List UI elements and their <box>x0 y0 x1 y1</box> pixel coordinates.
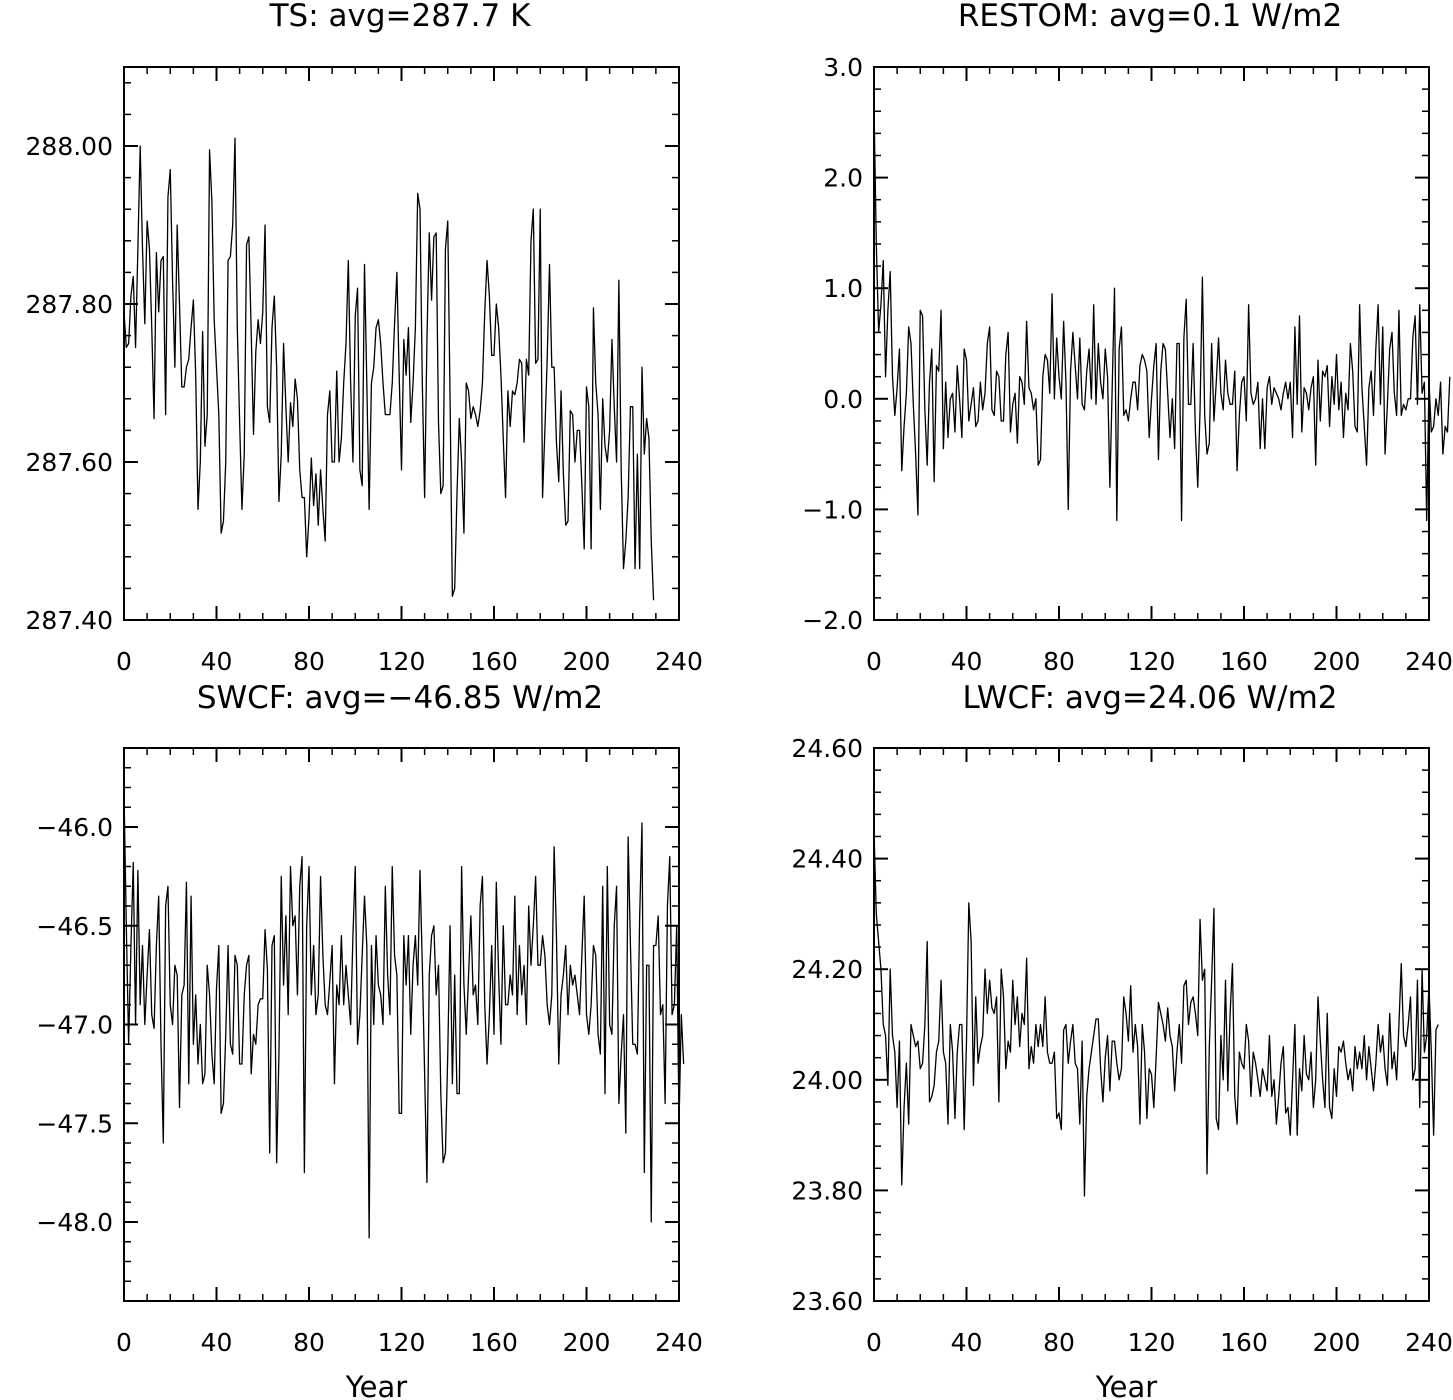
x-axis-label: Year <box>1095 1370 1157 1400</box>
x-tick-label: 120 <box>378 1328 426 1357</box>
panel-ts: TS: avg=287.7 K 0 40 80 120 160 200 240 287.40 28… <box>26 0 703 676</box>
x-tick-label: 200 <box>1313 647 1361 676</box>
x-tick-label: 240 <box>1405 1328 1453 1357</box>
y-tick-label: 287.40 <box>26 606 113 635</box>
x-tick-label: 0 <box>866 647 882 676</box>
plot-frame <box>873 66 1430 621</box>
y-tick-label: −1.0 <box>802 495 863 524</box>
y-tick-label: 24.20 <box>791 955 863 984</box>
y-tick-label: 3.0 <box>823 53 863 82</box>
x-tick-label: 240 <box>1405 647 1453 676</box>
x-axis-label: Year <box>345 1370 407 1400</box>
panel-restom: RESTOM: avg=0.1 W/m2 0 40 80 120 160 200 240 −2.… <box>802 0 1453 676</box>
y-tick-label: −46.5 <box>36 912 113 941</box>
chart-title: RESTOM: avg=0.1 W/m2 <box>958 0 1342 34</box>
x-tick-label: 40 <box>201 647 233 676</box>
y-tick-label: 24.60 <box>791 734 863 763</box>
x-tick-label: 80 <box>1043 1328 1075 1357</box>
y-tick-label: 24.40 <box>791 845 863 874</box>
plot-frame <box>873 747 1430 1302</box>
plot-frame <box>123 747 680 1302</box>
series-line <box>123 791 685 1239</box>
y-tick-label: 23.60 <box>791 1287 863 1316</box>
y-tick-label: 0.0 <box>823 385 863 414</box>
x-tick-label: 120 <box>378 647 426 676</box>
x-tick-label: 80 <box>293 647 325 676</box>
series-line <box>123 137 655 601</box>
x-tick-label: 160 <box>470 647 518 676</box>
panel-swcf: SWCF: avg=−46.85 W/m2 0 40 80 120 160 200 240 −4… <box>36 680 702 1400</box>
y-tick-label: 287.80 <box>26 290 113 319</box>
y-tick-label: 24.00 <box>791 1066 863 1095</box>
y-tick-label: −2.0 <box>802 606 863 635</box>
x-tick-label: 240 <box>655 647 703 676</box>
x-tick-label: 120 <box>1128 1328 1176 1357</box>
y-tick-label: −47.5 <box>36 1109 113 1138</box>
x-tick-label: 80 <box>1043 647 1075 676</box>
x-tick-label: 160 <box>470 1328 518 1357</box>
x-tick-label: 40 <box>951 647 983 676</box>
y-tick-label: 1.0 <box>823 274 863 303</box>
y-tick-label: −46.0 <box>36 813 113 842</box>
y-tick-label: 288.00 <box>26 132 113 161</box>
panel-lwcf: LWCF: avg=24.06 W/m2 0 40 80 120 160 200 240 23.… <box>791 680 1452 1400</box>
y-tick-label: −47.0 <box>36 1011 113 1040</box>
chart-title: SWCF: avg=−46.85 W/m2 <box>197 680 603 716</box>
x-tick-label: 200 <box>563 1328 611 1357</box>
series-line <box>873 830 1439 1197</box>
y-tick-label: −48.0 <box>36 1208 113 1237</box>
x-tick-label: 80 <box>293 1328 325 1357</box>
x-tick-label: 240 <box>655 1328 703 1357</box>
y-tick-label: 23.80 <box>791 1176 863 1205</box>
x-tick-label: 0 <box>116 647 132 676</box>
x-tick-label: 0 <box>116 1328 132 1357</box>
x-tick-label: 0 <box>866 1328 882 1357</box>
y-tick-label: 287.60 <box>26 448 113 477</box>
x-tick-label: 40 <box>201 1328 233 1357</box>
x-tick-label: 200 <box>1313 1328 1361 1357</box>
x-tick-label: 40 <box>951 1328 983 1357</box>
y-tick-label: 2.0 <box>823 164 863 193</box>
series-line <box>873 105 1451 522</box>
chart-title: TS: avg=287.7 K <box>269 0 532 34</box>
x-tick-label: 160 <box>1220 1328 1268 1357</box>
chart-title: LWCF: avg=24.06 W/m2 <box>962 680 1337 716</box>
x-tick-label: 120 <box>1128 647 1176 676</box>
x-tick-label: 160 <box>1220 647 1268 676</box>
x-tick-label: 200 <box>563 647 611 676</box>
